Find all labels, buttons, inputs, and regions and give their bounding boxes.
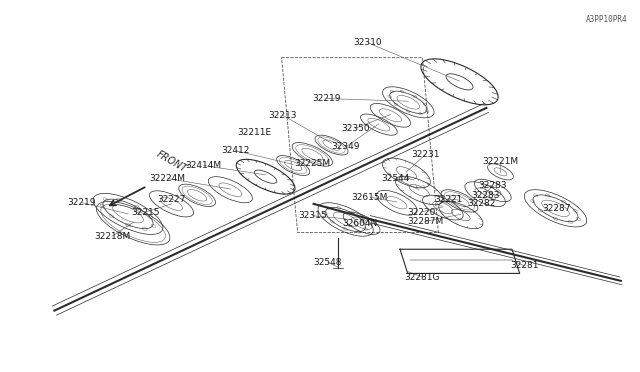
Text: 32231: 32231 [412,150,440,159]
Text: 32615M: 32615M [352,193,388,202]
Text: 32412: 32412 [221,146,250,155]
Text: 32215: 32215 [132,208,160,217]
Text: 32218M: 32218M [94,232,130,241]
Text: 32283: 32283 [471,191,499,200]
Text: 32282: 32282 [467,199,495,208]
Text: 32220: 32220 [407,208,435,217]
Text: 32544: 32544 [381,174,410,183]
Text: 32219: 32219 [312,94,340,103]
Text: 32281G: 32281G [404,273,440,282]
Text: 32227: 32227 [157,195,186,203]
Text: 32548: 32548 [314,258,342,267]
Text: 32224M: 32224M [150,174,186,183]
Text: A3PP10PR4: A3PP10PR4 [586,15,627,24]
Text: 32287M: 32287M [408,217,444,226]
Text: 32219: 32219 [68,198,96,207]
Text: 32225M: 32225M [294,159,330,168]
Text: 32414M: 32414M [186,161,221,170]
Text: 32221M: 32221M [483,157,518,166]
Text: 32315: 32315 [298,211,326,220]
Text: 32349: 32349 [332,142,360,151]
Text: 32221: 32221 [434,195,462,203]
Text: 32281: 32281 [511,262,539,270]
Text: 32211E: 32211E [237,128,272,137]
Text: 32287: 32287 [543,204,571,213]
Text: 32350: 32350 [341,124,369,133]
Text: 32283: 32283 [479,182,507,190]
Text: 32310: 32310 [354,38,382,47]
Text: 32213: 32213 [269,111,297,120]
Text: 32604N: 32604N [342,219,378,228]
Text: FRONT: FRONT [156,149,189,174]
